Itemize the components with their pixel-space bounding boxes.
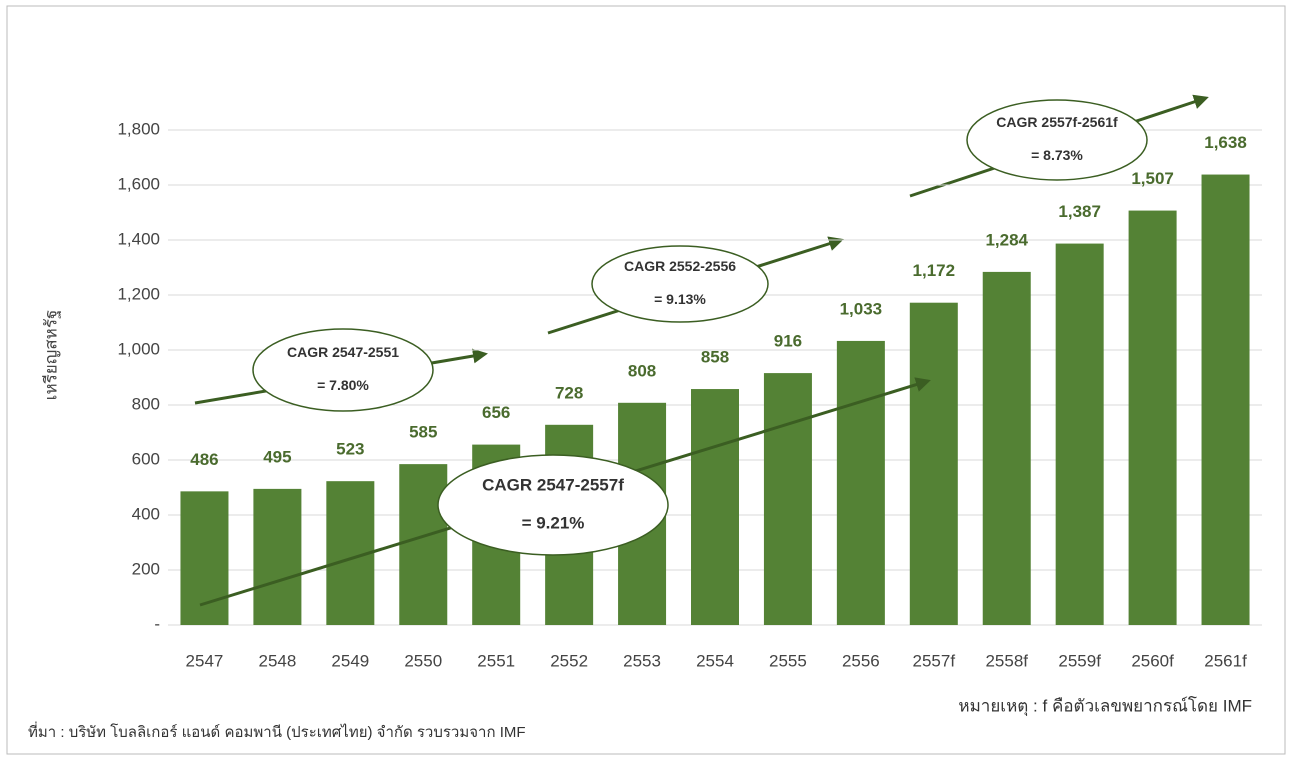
x-tick-label: 2561f (1204, 651, 1247, 670)
x-tick-label: 2560f (1131, 651, 1174, 670)
x-tick-label: 2549 (331, 651, 369, 670)
bar (1055, 243, 1104, 625)
annotation-text: CAGR 2547-2557f (482, 475, 624, 494)
annotation-text: CAGR 2552-2556 (624, 258, 736, 274)
bar (763, 373, 812, 625)
y-tick-label: 800 (132, 394, 160, 413)
bar (836, 340, 885, 625)
value-label: 1,507 (1131, 169, 1174, 188)
value-label: 1,387 (1058, 202, 1101, 221)
x-tick-label: 2547 (186, 651, 224, 670)
value-label: 728 (555, 383, 583, 402)
value-label: 486 (190, 450, 218, 469)
note: หมายเหตุ : f คือตัวเลขพยากรณ์โดย IMF (958, 695, 1252, 716)
x-tick-label: 2555 (769, 651, 807, 670)
y-tick-label: 1,800 (117, 119, 160, 138)
value-label: 1,172 (913, 261, 956, 280)
bar (691, 389, 739, 625)
annotation-text: = 8.73% (1031, 147, 1083, 163)
annotation-text: = 7.80% (317, 377, 369, 393)
y-axis-label: เหรียญสหรัฐ (41, 310, 61, 401)
x-tick-label: 2559f (1058, 651, 1101, 670)
bar (909, 302, 958, 625)
bar (399, 464, 448, 625)
annotation-text: CAGR 2547-2551 (287, 344, 399, 360)
value-label: 1,033 (840, 299, 883, 318)
annotation-bubble (252, 328, 434, 412)
bar (982, 271, 1031, 625)
bar (253, 488, 302, 625)
x-tick-label: 2548 (258, 651, 296, 670)
x-tick-label: 2552 (550, 651, 588, 670)
annotation-text: CAGR 2557f-2561f (996, 114, 1118, 130)
x-tick-label: 2550 (404, 651, 442, 670)
x-tick-label: 2551 (477, 651, 515, 670)
value-label: 585 (409, 423, 437, 442)
value-label: 1,638 (1204, 133, 1247, 152)
y-tick-label: 1,200 (117, 284, 160, 303)
bar (1201, 174, 1250, 626)
y-tick-label: 1,400 (117, 229, 160, 248)
y-tick-label: 1,600 (117, 174, 160, 193)
x-tick-label: 2553 (623, 651, 661, 670)
annotation-text: = 9.13% (654, 291, 706, 307)
value-label: 656 (482, 403, 510, 422)
value-label: 858 (701, 348, 729, 367)
x-tick-label: 2557f (913, 651, 956, 670)
y-tick-label: 400 (132, 504, 160, 523)
value-label: 495 (263, 447, 291, 466)
x-tick-label: 2556 (842, 651, 880, 670)
annotation-bubble (591, 245, 769, 323)
y-tick-label: 600 (132, 449, 160, 468)
y-tick-label: - (154, 614, 160, 633)
bar (1128, 210, 1177, 625)
source: ที่มา : บริษัท โบลลิเกอร์ แอนด์ คอมพานี … (28, 721, 526, 741)
value-label: 1,284 (985, 230, 1028, 249)
annotation-text: = 9.21% (522, 513, 585, 532)
value-label: 916 (774, 332, 802, 351)
value-label: 808 (628, 361, 656, 380)
y-tick-label: 1,000 (117, 339, 160, 358)
annotation-bubble (437, 454, 669, 556)
x-tick-label: 2558f (985, 651, 1028, 670)
annotation-bubble (966, 99, 1148, 181)
y-tick-label: 200 (132, 559, 160, 578)
value-label: 523 (336, 440, 364, 459)
x-tick-label: 2554 (696, 651, 734, 670)
